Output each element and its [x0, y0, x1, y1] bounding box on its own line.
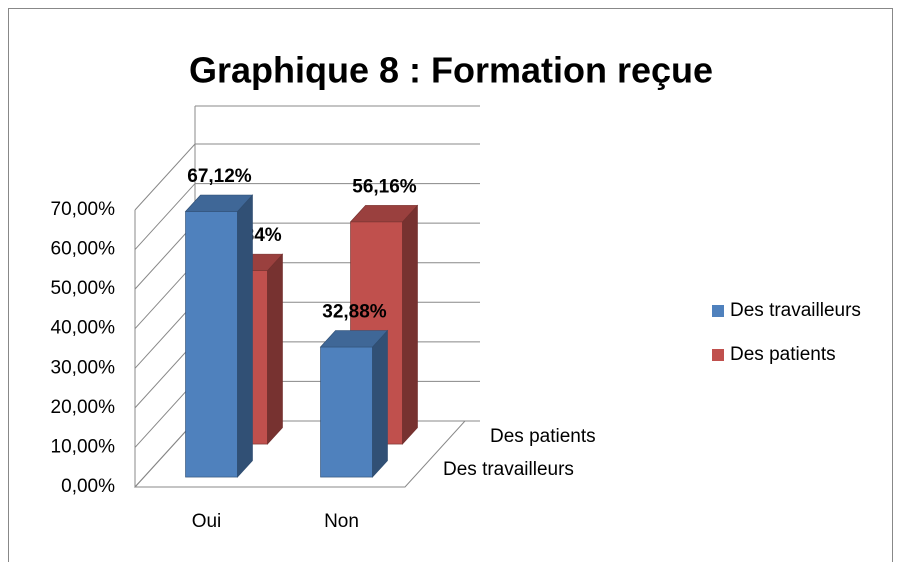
legend-swatch: [712, 305, 724, 317]
y-tick-label: 20,00%: [51, 397, 116, 418]
y-tick-label: 40,00%: [51, 318, 116, 339]
legend-label: Des travailleurs: [730, 300, 861, 321]
data-label: 67,12%: [187, 166, 252, 187]
y-tick-label: 60,00%: [51, 239, 116, 260]
legend-swatch: [712, 349, 724, 361]
legend-label: Des patients: [730, 344, 836, 365]
bar-side: [402, 204, 418, 445]
y-tick-label: 50,00%: [51, 278, 116, 299]
bar: [319, 329, 389, 478]
bar: [184, 194, 254, 478]
bar-front: [185, 211, 238, 478]
bar-front: [320, 346, 373, 478]
y-tick-label: 70,00%: [51, 199, 116, 220]
chart-title: Graphique 8 : Formation reçue: [189, 50, 713, 91]
bar-side: [267, 253, 283, 445]
bar-side: [372, 329, 388, 478]
bar-top: [319, 330, 389, 348]
data-label: 56,16%: [352, 176, 417, 197]
bar-top: [184, 194, 254, 212]
bar-side: [237, 194, 253, 478]
depth-label: Des patients: [490, 426, 596, 447]
x-tick-label: Oui: [192, 511, 222, 532]
depth-label: Des travailleurs: [443, 459, 574, 480]
x-tick-label: Non: [324, 511, 359, 532]
data-label: 32,88%: [322, 302, 387, 323]
y-tick-label: 30,00%: [51, 357, 116, 378]
chart-frame: [8, 8, 893, 562]
bar-top: [349, 205, 419, 223]
y-tick-label: 0,00%: [61, 476, 115, 497]
y-tick-label: 10,00%: [51, 436, 116, 457]
